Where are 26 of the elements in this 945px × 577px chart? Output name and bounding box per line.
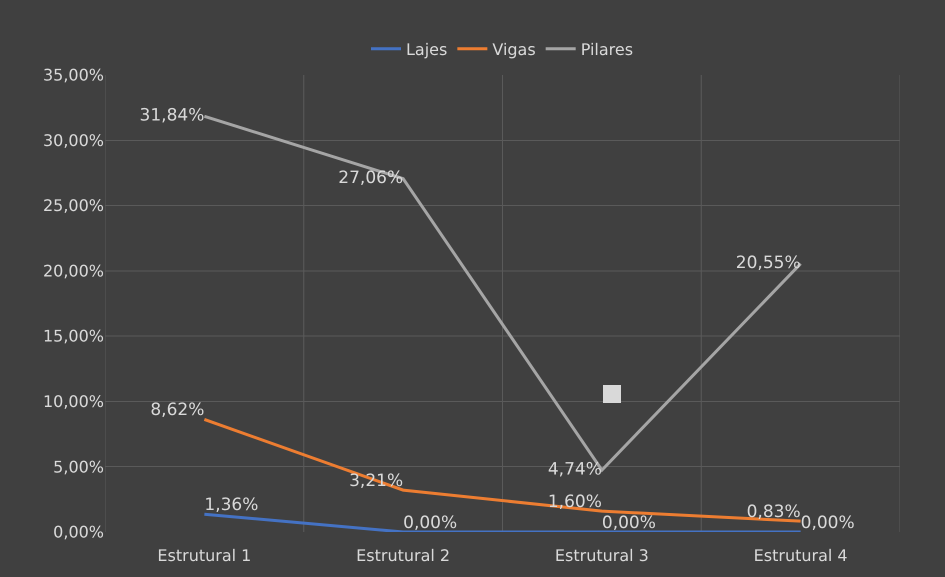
y-tick-label: 35,00% — [42, 66, 104, 85]
data-label: 0,00% — [403, 512, 458, 533]
legend-label: Lajes — [406, 40, 448, 59]
data-label: 1,36% — [204, 494, 258, 515]
data-label: 0,00% — [800, 512, 855, 533]
data-label: 20,55% — [736, 252, 801, 273]
data-label: 27,06% — [338, 168, 404, 188]
data-label: 0,83% — [746, 502, 801, 522]
y-tick-label: 15,00% — [42, 326, 104, 346]
x-tick-label: Estrutural 2 — [356, 546, 450, 565]
y-tick-label: 30,00% — [42, 130, 104, 150]
data-label: 4,74% — [548, 459, 602, 480]
y-tick-label: 20,00% — [42, 261, 104, 280]
y-tick-label: 5,00% — [53, 457, 104, 476]
data-label: 31,84% — [140, 106, 204, 126]
y-tick-label: 25,00% — [42, 196, 104, 216]
x-tick-label: Estrutural 3 — [554, 546, 649, 565]
data-label: 1,60% — [548, 492, 602, 512]
x-tick-label: Estrutural 1 — [157, 546, 252, 565]
data-label: 0,00% — [602, 512, 656, 533]
legend-label: Pilares — [580, 40, 634, 59]
data-label: 8,62% — [150, 400, 204, 420]
y-tick-label: 10,00% — [42, 392, 104, 412]
y-tick-label: 0,00% — [53, 522, 104, 542]
x-tick-label: Estrutural 4 — [754, 546, 848, 565]
legend-label: Vigas — [492, 40, 536, 59]
